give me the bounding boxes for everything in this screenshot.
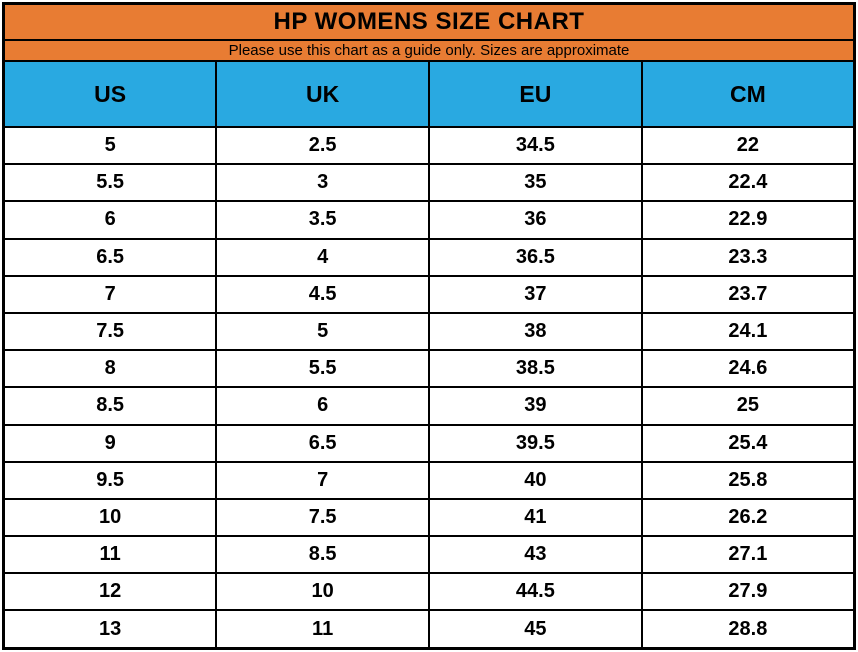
table-row: 6 3.5 36 22.9 <box>2 200 856 240</box>
size-cell: 22.9 <box>640 200 856 240</box>
size-cell: 22 <box>640 125 856 166</box>
size-cell: 7.5 <box>215 497 430 538</box>
size-cell: 2.5 <box>215 125 430 166</box>
size-cell: 11 <box>215 609 430 650</box>
size-cell: 7.5 <box>2 311 218 352</box>
column-header-us: US <box>2 60 218 128</box>
size-cell: 13 <box>2 609 218 650</box>
column-header-cm: CM <box>640 60 856 128</box>
size-cell: 6.5 <box>215 423 430 463</box>
size-cell: 4.5 <box>215 274 430 314</box>
subtitle-row: Please use this chart as a guide only. S… <box>2 39 856 62</box>
size-cell: 6 <box>2 200 218 240</box>
size-cell: 36.5 <box>428 237 643 277</box>
table-row: 12 10 44.5 27.9 <box>2 572 856 612</box>
size-cell: 34.5 <box>428 125 643 166</box>
table-row: 7 4.5 37 23.7 <box>2 274 856 314</box>
size-cell: 41 <box>428 497 643 538</box>
size-cell: 5.5 <box>215 349 430 389</box>
column-header-row: US UK EU CM <box>2 60 856 128</box>
size-cell: 12 <box>2 572 218 612</box>
column-header-uk: UK <box>215 60 430 128</box>
title-row: HP WOMENS SIZE CHART <box>2 2 856 41</box>
size-cell: 28.8 <box>640 609 856 650</box>
size-cell: 43 <box>428 535 643 575</box>
table-row: 10 7.5 41 26.2 <box>2 497 856 538</box>
table-row: 6.5 4 36.5 23.3 <box>2 237 856 277</box>
size-cell: 38.5 <box>428 349 643 389</box>
table-row: 8 5.5 38.5 24.6 <box>2 349 856 389</box>
table-row: 9.5 7 40 25.8 <box>2 460 856 500</box>
size-cell: 38 <box>428 311 643 352</box>
size-cell: 37 <box>428 274 643 314</box>
size-cell: 36 <box>428 200 643 240</box>
size-cell: 25.8 <box>640 460 856 500</box>
size-cell: 23.3 <box>640 237 856 277</box>
size-cell: 24.1 <box>640 311 856 352</box>
table-row: 11 8.5 43 27.1 <box>2 535 856 575</box>
chart-subtitle: Please use this chart as a guide only. S… <box>2 39 856 62</box>
size-cell: 26.2 <box>640 497 856 538</box>
size-cell: 39 <box>428 386 643 426</box>
size-cell: 7 <box>215 460 430 500</box>
column-header-eu: EU <box>428 60 643 128</box>
size-cell: 9.5 <box>2 460 218 500</box>
size-cell: 8.5 <box>2 386 218 426</box>
size-cell: 25 <box>640 386 856 426</box>
size-cell: 39.5 <box>428 423 643 463</box>
table-row: 8.5 6 39 25 <box>2 386 856 426</box>
size-cell: 22.4 <box>640 163 856 203</box>
size-cell: 6.5 <box>2 237 218 277</box>
size-cell: 7 <box>2 274 218 314</box>
size-cell: 6 <box>215 386 430 426</box>
size-cell: 5.5 <box>2 163 218 203</box>
size-cell: 23.7 <box>640 274 856 314</box>
size-cell: 25.4 <box>640 423 856 463</box>
chart-title: HP WOMENS SIZE CHART <box>2 2 856 41</box>
size-cell: 8.5 <box>215 535 430 575</box>
size-cell: 3.5 <box>215 200 430 240</box>
size-cell: 27.9 <box>640 572 856 612</box>
size-cell: 10 <box>215 572 430 612</box>
table-row: 7.5 5 38 24.1 <box>2 311 856 352</box>
size-cell: 40 <box>428 460 643 500</box>
size-cell: 27.1 <box>640 535 856 575</box>
size-cell: 9 <box>2 423 218 463</box>
size-cell: 11 <box>2 535 218 575</box>
size-cell: 44.5 <box>428 572 643 612</box>
size-cell: 35 <box>428 163 643 203</box>
size-cell: 4 <box>215 237 430 277</box>
size-cell: 10 <box>2 497 218 538</box>
size-cell: 3 <box>215 163 430 203</box>
size-chart-body: 5 2.5 34.5 22 5.5 3 35 22.4 6 3.5 36 22.9 6.5 4 36.5 23… <box>2 125 856 650</box>
table-row: 9 6.5 39.5 25.4 <box>2 423 856 463</box>
table-row: 5.5 3 35 22.4 <box>2 163 856 203</box>
table-row: 5 2.5 34.5 22 <box>2 125 856 166</box>
size-cell: 5 <box>215 311 430 352</box>
size-cell: 5 <box>2 125 218 166</box>
size-cell: 24.6 <box>640 349 856 389</box>
size-cell: 45 <box>428 609 643 650</box>
size-cell: 8 <box>2 349 218 389</box>
table-row: 13 11 45 28.8 <box>2 609 856 650</box>
